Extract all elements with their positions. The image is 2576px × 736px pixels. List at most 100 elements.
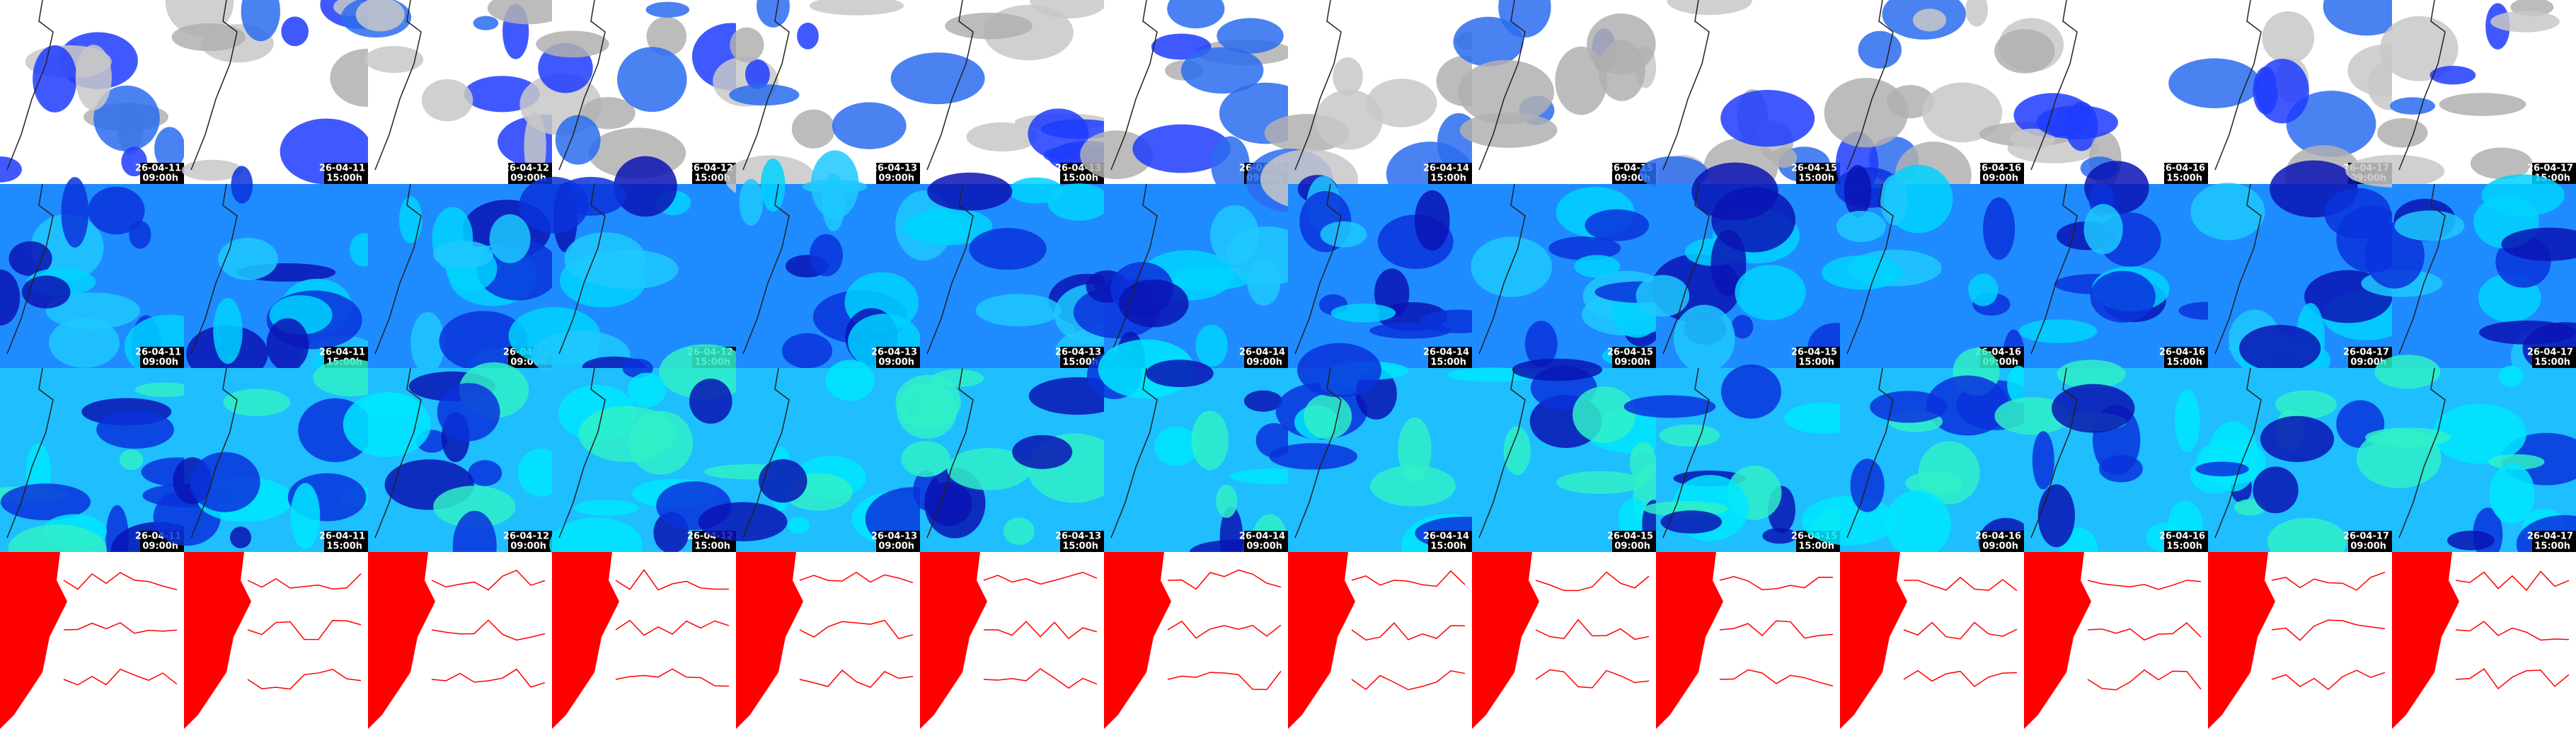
field-blob bbox=[2470, 147, 2533, 180]
coastline bbox=[742, 0, 790, 171]
contour-line bbox=[615, 668, 730, 687]
field-blob bbox=[555, 115, 601, 165]
coastline bbox=[374, 183, 422, 355]
field-blob bbox=[1731, 314, 1754, 339]
land-contours bbox=[1840, 552, 1907, 729]
land-contours bbox=[184, 552, 251, 729]
coastline bbox=[742, 183, 790, 355]
map-panel bbox=[920, 552, 1104, 736]
field-blob bbox=[75, 45, 112, 110]
panel-time: 15:00h bbox=[694, 173, 730, 184]
panel-time: 09:00h bbox=[1614, 541, 1650, 552]
field-blob bbox=[398, 196, 422, 243]
field-blob bbox=[1735, 265, 1806, 321]
field-blob bbox=[473, 16, 499, 30]
panel-date: 26-04-15 bbox=[1607, 347, 1653, 358]
field-blob bbox=[822, 173, 846, 232]
field-blob bbox=[1315, 89, 1383, 150]
field-blob bbox=[627, 372, 667, 408]
coastline bbox=[2398, 367, 2446, 539]
field-blob bbox=[1821, 255, 1903, 290]
panel-date: 26-04-13 bbox=[1055, 347, 1101, 358]
label-box bbox=[2348, 531, 2392, 552]
field-blob bbox=[0, 269, 21, 326]
field-blob bbox=[1047, 183, 1111, 221]
contour-line bbox=[2087, 669, 2202, 691]
field-blob bbox=[1453, 16, 1524, 67]
label-box bbox=[1244, 531, 1288, 552]
label-box bbox=[140, 163, 184, 184]
land-contours bbox=[2208, 552, 2275, 729]
field-blob bbox=[33, 45, 77, 113]
field-blob bbox=[945, 12, 1033, 40]
panel-date: 26-04-15 bbox=[1791, 163, 1837, 174]
label-box bbox=[1980, 531, 2024, 552]
field-blob bbox=[2190, 183, 2265, 241]
field-blob bbox=[797, 23, 819, 50]
panel-time: 09:00h bbox=[1982, 541, 2018, 552]
map-panel bbox=[2392, 552, 2576, 736]
panel-time: 15:00h bbox=[1430, 541, 1466, 552]
field-blob bbox=[689, 378, 732, 424]
panel-time: 15:00h bbox=[326, 173, 362, 184]
panel-time: 09:00h bbox=[1614, 357, 1650, 368]
coastline bbox=[2030, 183, 2078, 355]
contour-line bbox=[2271, 571, 2386, 591]
coastline bbox=[1110, 0, 1158, 171]
label-box bbox=[876, 347, 920, 368]
field-blob bbox=[1555, 46, 1608, 115]
field-blob bbox=[2439, 93, 2526, 116]
land-contours bbox=[0, 552, 67, 729]
field-blob bbox=[190, 452, 260, 512]
map-panel bbox=[368, 552, 552, 736]
field-blob bbox=[410, 311, 445, 374]
panel-time: 15:00h bbox=[1798, 541, 1834, 552]
panel-time: 15:00h bbox=[1798, 357, 1834, 368]
field-blob bbox=[556, 176, 626, 216]
land-contours bbox=[1288, 552, 1355, 729]
field-blob bbox=[966, 122, 1038, 152]
field-blob bbox=[2323, 0, 2410, 36]
field-blob bbox=[1836, 210, 1886, 243]
field-blob bbox=[2364, 427, 2451, 447]
field-blob bbox=[1635, 275, 1690, 317]
contour-line bbox=[2455, 570, 2570, 592]
coastline bbox=[1478, 183, 1526, 355]
panel-date: 26-04-14 bbox=[1423, 531, 1469, 542]
map-panel bbox=[1472, 552, 1656, 736]
field-blob bbox=[1968, 273, 1999, 306]
panel-date: 26-04-14 bbox=[1239, 347, 1285, 358]
field-blob bbox=[2036, 105, 2118, 139]
coastline bbox=[1662, 183, 1710, 355]
field-blob bbox=[825, 360, 875, 401]
field-blob bbox=[1572, 386, 1636, 443]
panel-date: 26-04-17 bbox=[2343, 531, 2389, 542]
field-blob bbox=[536, 30, 609, 58]
field-blob bbox=[1574, 255, 1621, 278]
land-contours bbox=[2024, 552, 2091, 729]
contour-line bbox=[63, 668, 178, 686]
field-blob bbox=[2051, 384, 2135, 433]
contour-line bbox=[63, 572, 178, 591]
field-blob bbox=[88, 186, 145, 235]
field-blob bbox=[1243, 390, 1282, 412]
coastline bbox=[374, 0, 422, 171]
label-box bbox=[876, 163, 920, 184]
map-panel bbox=[1288, 552, 1472, 736]
contour-line bbox=[247, 669, 362, 690]
field-blob bbox=[1211, 136, 1250, 193]
field-blob bbox=[617, 47, 687, 113]
field-blob bbox=[1858, 30, 1902, 69]
field-blob bbox=[1556, 471, 1644, 494]
contour-line bbox=[1535, 619, 1650, 640]
land-contours bbox=[552, 552, 619, 729]
panel-date: 26-04-13 bbox=[871, 347, 917, 358]
field-blob bbox=[2239, 325, 2321, 372]
field-blob bbox=[2057, 360, 2126, 389]
